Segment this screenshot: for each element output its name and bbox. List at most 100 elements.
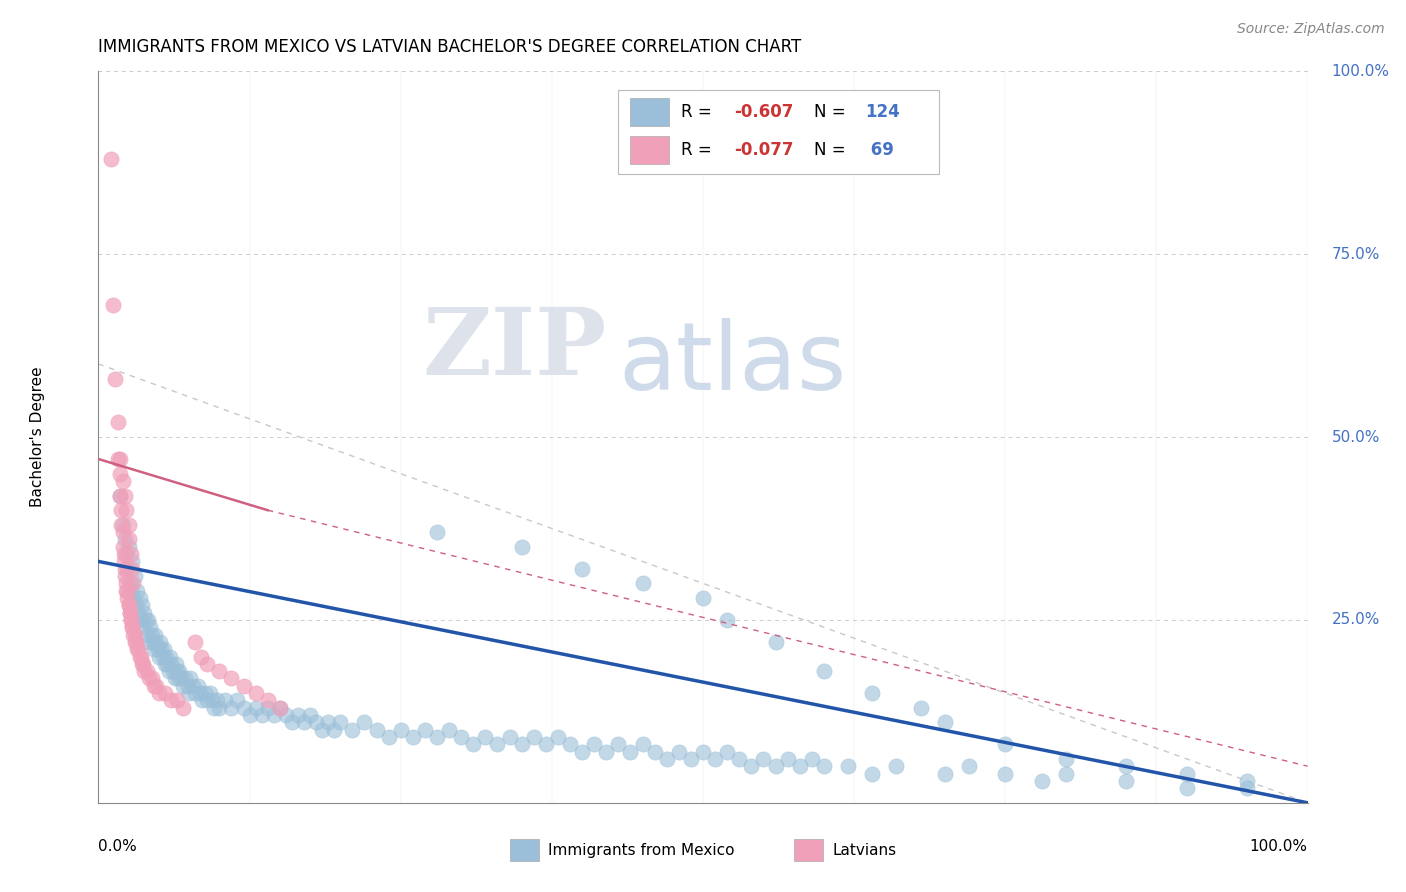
Point — [146, 642, 169, 657]
Point — [159, 649, 181, 664]
Point — [195, 693, 218, 707]
Point — [269, 700, 291, 714]
Point — [631, 576, 654, 591]
Point — [800, 752, 823, 766]
Point — [181, 679, 204, 693]
Point — [101, 298, 124, 312]
Point — [957, 759, 980, 773]
Point — [450, 730, 472, 744]
Point — [474, 730, 496, 744]
Point — [704, 752, 727, 766]
Point — [127, 642, 149, 657]
Point — [135, 613, 157, 627]
Point — [860, 686, 883, 700]
Point — [679, 752, 702, 766]
Text: 100.0%: 100.0% — [1250, 839, 1308, 855]
Point — [644, 745, 666, 759]
Point — [177, 679, 200, 693]
Point — [1175, 781, 1198, 796]
Point — [135, 664, 157, 678]
Point — [245, 686, 267, 700]
Point — [463, 737, 485, 751]
Point — [256, 693, 278, 707]
Point — [250, 708, 273, 723]
Text: -0.077: -0.077 — [734, 141, 794, 159]
Point — [138, 635, 160, 649]
Point — [153, 686, 176, 700]
Point — [281, 715, 304, 730]
Point — [117, 583, 139, 598]
Point — [208, 700, 231, 714]
Point — [108, 467, 131, 481]
Point — [201, 693, 224, 707]
Point — [256, 700, 278, 714]
Point — [194, 686, 217, 700]
Point — [115, 503, 138, 517]
Point — [141, 672, 163, 686]
Point — [1054, 752, 1077, 766]
Point — [716, 745, 738, 759]
Point — [187, 679, 209, 693]
Point — [195, 657, 218, 671]
Point — [135, 627, 157, 641]
Text: 25.0%: 25.0% — [1331, 613, 1381, 627]
Point — [813, 664, 835, 678]
Point — [619, 745, 641, 759]
Point — [765, 759, 787, 773]
Point — [263, 708, 285, 723]
Point — [142, 635, 165, 649]
Point — [148, 649, 170, 664]
Point — [510, 540, 533, 554]
Point — [148, 686, 170, 700]
Point — [274, 708, 297, 723]
Point — [100, 152, 122, 166]
Point — [208, 664, 231, 678]
Point — [402, 730, 425, 744]
FancyBboxPatch shape — [630, 98, 669, 127]
Point — [534, 737, 557, 751]
Point — [426, 525, 449, 540]
Point — [1054, 766, 1077, 780]
Point — [166, 693, 188, 707]
Point — [1236, 773, 1258, 788]
Text: atlas: atlas — [619, 318, 846, 410]
Point — [127, 642, 149, 657]
FancyBboxPatch shape — [509, 839, 538, 862]
Point — [121, 562, 143, 576]
Text: 100.0%: 100.0% — [1331, 64, 1389, 78]
Point — [311, 723, 333, 737]
Point — [205, 693, 228, 707]
Text: 50.0%: 50.0% — [1331, 430, 1381, 444]
Point — [134, 606, 156, 620]
FancyBboxPatch shape — [630, 136, 669, 164]
Text: Source: ZipAtlas.com: Source: ZipAtlas.com — [1237, 22, 1385, 37]
Point — [156, 657, 179, 671]
Point — [112, 547, 135, 561]
Point — [160, 657, 183, 671]
Point — [245, 700, 267, 714]
Point — [934, 715, 956, 730]
Point — [221, 672, 243, 686]
Point — [114, 562, 136, 576]
Point — [366, 723, 388, 737]
Point — [138, 672, 160, 686]
Point — [716, 613, 738, 627]
Point — [426, 730, 449, 744]
Point — [114, 533, 136, 547]
Point — [316, 715, 339, 730]
Point — [174, 672, 197, 686]
Point — [179, 672, 201, 686]
Point — [191, 693, 214, 707]
Point — [655, 752, 678, 766]
Point — [323, 723, 346, 737]
Point — [120, 583, 142, 598]
Point — [886, 759, 908, 773]
Point — [571, 562, 593, 576]
Text: Immigrants from Mexico: Immigrants from Mexico — [548, 843, 735, 858]
Point — [169, 664, 191, 678]
Text: 0.0%: 0.0% — [98, 839, 138, 855]
Point — [139, 620, 162, 634]
Point — [131, 599, 153, 613]
Point — [143, 679, 166, 693]
Text: 69: 69 — [865, 141, 894, 159]
